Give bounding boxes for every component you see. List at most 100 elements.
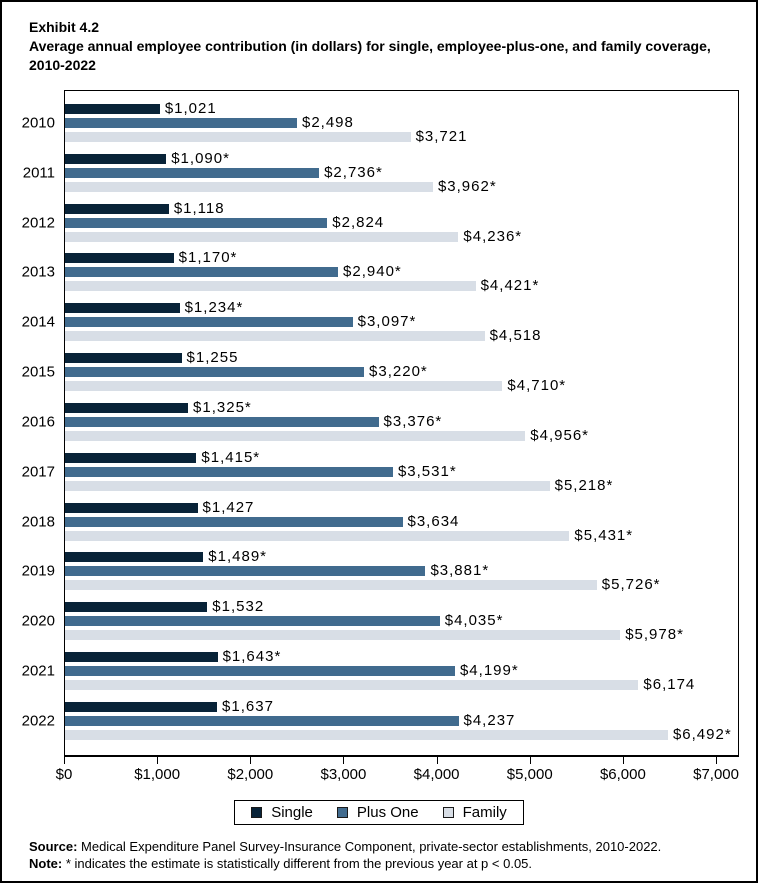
x-tick-label: $1,000 [134,766,181,783]
x-tick-label: $5,000 [506,766,553,783]
bar-row: $3,721 [65,129,738,144]
bar-row: $4,956* [65,426,738,444]
bar-row: $1,021 [65,100,738,117]
bar-group-2021: 2021 $1,643* $4,199* $6,174 [22,648,738,694]
title-block: Exhibit 4.2 Average annual employee cont… [29,18,729,75]
source-text: Medical Expenditure Panel Survey-Insuran… [77,839,662,854]
bar-row: $4,236* [65,227,738,245]
bar-group-2013: 2013 $1,170* $2,940* $4,421* [22,250,738,293]
bar-value-label: $3,962* [437,177,497,195]
bar-family [65,530,570,541]
bar-value-label: $4,035* [444,612,504,630]
bar-value-label: $4,956* [530,426,589,444]
bar-value-label: $6,174 [643,676,696,694]
bar-group-2022: 2022 $1,637 $4,237 $6,492* [22,697,738,742]
bar-family [65,480,550,491]
bar-value-label: $3,376* [383,412,443,430]
bar-row: $4,421* [65,278,738,293]
bar-value-label: $3,531* [397,462,457,480]
bar-single [65,253,174,264]
bar-single [65,552,204,563]
x-tick-label: $6,000 [599,766,646,783]
year-label: 2018 [21,513,55,531]
year-label: 2017 [21,463,55,481]
bar-row: $4,518 [65,328,738,343]
bar-value-label: $2,736* [324,163,383,181]
x-tick-label: $7,000 [693,766,739,783]
bar-row: $1,532 [65,599,738,614]
bar-group-2016: 2016 $1,325* $3,376* $4,956* [22,400,738,444]
bar-group-2017: 2017 $1,415* $3,531* $5,218* [22,448,738,494]
bar-single [65,303,180,314]
bar-row: $3,962* [65,177,738,195]
bar-plus-one [65,267,339,278]
bar-value-label: $1,637 [222,697,274,715]
bar-row: $1,489* [65,549,738,564]
bar-value-label: $3,634 [407,512,460,530]
bar-value-label: $2,824 [332,213,385,231]
bar-row: $1,427 [65,498,738,516]
year-label: 2022 [21,712,55,730]
bar-row: $1,637 [65,697,738,715]
exhibit-number: Exhibit 4.2 [29,19,100,35]
bar-row: $4,035* [65,612,738,630]
chart-title: Average annual employee contribution (in… [29,38,711,73]
bar-row: $1,255 [65,350,738,365]
legend-item-single: Single [251,805,313,820]
bar-family [65,630,621,641]
bar-row: $3,881* [65,563,738,578]
legend-item-plus-one: Plus One [336,805,419,820]
bar-row: $3,097* [65,314,738,329]
bar-row: $1,415* [65,448,738,466]
bar-family [65,580,597,591]
legend: Single Plus One Family [234,800,524,825]
bar-single [65,203,169,214]
bar-value-label: $5,431* [574,526,634,544]
bar-row: $1,090* [65,151,738,166]
bar-single [65,104,160,114]
bar-plus-one [65,616,440,627]
x-tick-label: $2,000 [227,766,274,783]
bar-row: $1,170* [65,250,738,265]
year-label: 2016 [21,413,55,431]
year-label: 2014 [21,313,55,331]
bar-value-label: $1,427 [202,498,255,516]
bar-row: $2,940* [65,264,738,279]
bar-value-label: $1,415* [201,448,261,466]
legend-item-family: Family [442,805,507,820]
bar-row: $5,978* [65,627,738,642]
bar-row: $4,199* [65,663,738,678]
year-label: 2021 [21,662,55,680]
legend-swatch [336,807,348,818]
bar-row: $5,726* [65,577,738,592]
year-label: 2012 [21,214,55,232]
bar-value-label: $1,643* [222,648,282,666]
bar-row: $2,498 [65,114,738,131]
bar-plus-one [65,367,365,378]
bar-family [65,729,668,740]
bar-value-label: $1,021 [164,100,217,117]
bar-row: $2,824 [65,213,738,231]
bar-plus-one [65,666,455,677]
bar-single [65,602,208,613]
bar-row: $3,376* [65,412,738,430]
bar-value-label: $4,236* [463,227,523,245]
bar-single [65,153,167,164]
bar-plus-one [65,317,353,328]
x-tick [64,757,65,764]
bar-family [65,430,526,441]
year-label: 2019 [21,562,55,580]
bar-group-2018: 2018 $1,427 $3,634 $5,431* [22,498,738,544]
bar-plus-one [65,566,426,577]
bar-row: $4,237 [65,713,738,728]
bar-value-label: $5,218* [554,476,614,494]
bar-group-2010: 2010 $1,021 $2,498 $3,721 [22,100,738,144]
bar-single [65,701,218,712]
bar-value-label: $2,498 [301,114,354,131]
x-tick-label: $0 [55,766,73,783]
year-label: 2010 [21,114,55,132]
legend-swatch [442,807,454,818]
plot-area: 2010 $1,021 $2,498 $3,721 2011 $1,090* $2,736*… [22,90,739,757]
bar-row: $1,118 [65,201,738,216]
bar-value-label: $4,710* [507,377,567,395]
